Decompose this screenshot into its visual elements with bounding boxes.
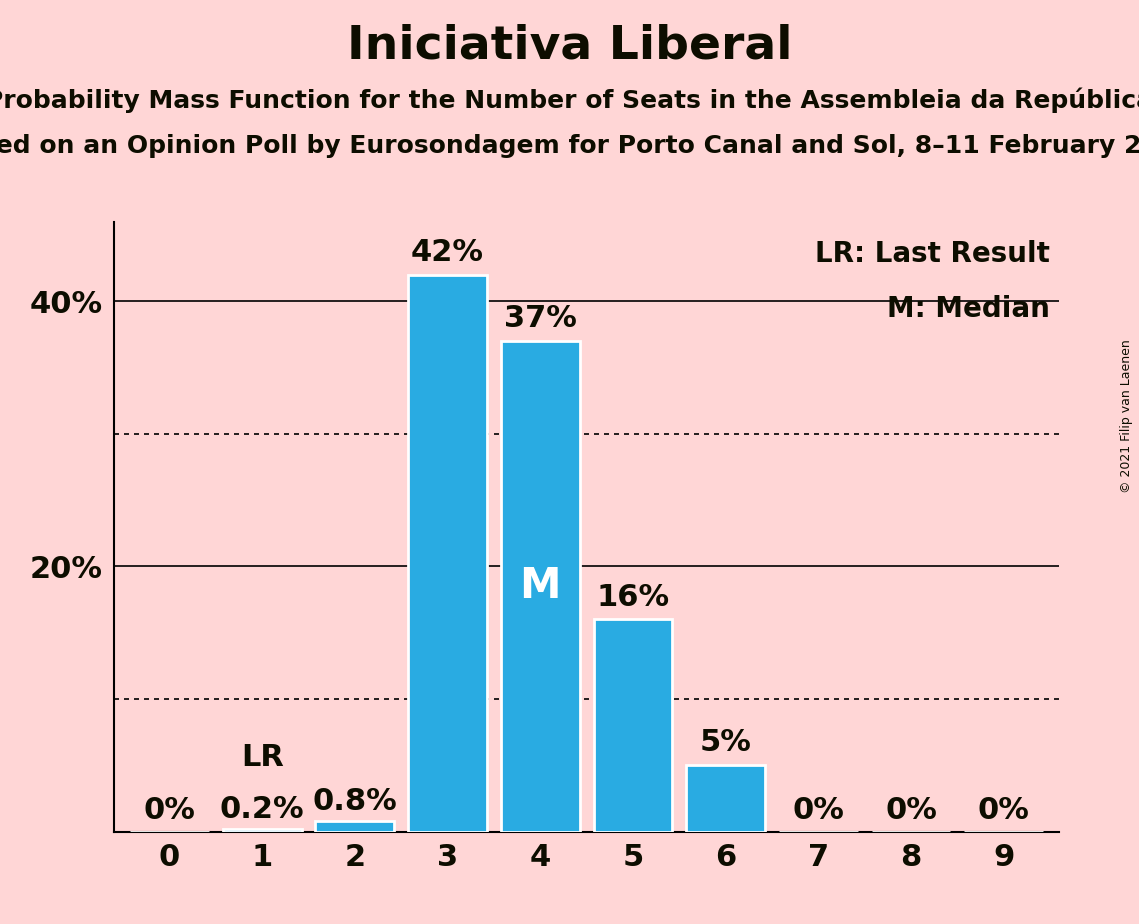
Text: M: M	[519, 565, 562, 607]
Text: Based on an Opinion Poll by Eurosondagem for Porto Canal and Sol, 8–11 February : Based on an Opinion Poll by Eurosondagem…	[0, 134, 1139, 158]
Text: 5%: 5%	[699, 728, 752, 758]
Text: 0.2%: 0.2%	[220, 795, 304, 823]
Text: Probability Mass Function for the Number of Seats in the Assembleia da República: Probability Mass Function for the Number…	[0, 88, 1139, 114]
Text: 42%: 42%	[411, 237, 484, 267]
Text: 0%: 0%	[144, 796, 196, 825]
Text: 0%: 0%	[977, 796, 1030, 825]
Text: 0%: 0%	[793, 796, 844, 825]
Bar	[408, 274, 487, 832]
Bar	[686, 765, 765, 832]
Text: 0.8%: 0.8%	[312, 786, 398, 816]
Text: M: Median: M: Median	[887, 295, 1050, 323]
Bar	[593, 619, 672, 832]
Bar	[223, 829, 302, 832]
Text: © 2021 Filip van Laenen: © 2021 Filip van Laenen	[1121, 339, 1133, 492]
Text: 16%: 16%	[597, 582, 670, 612]
Bar	[501, 341, 580, 832]
Text: LR: Last Result: LR: Last Result	[814, 240, 1050, 268]
Text: LR: LR	[240, 743, 284, 772]
Bar	[316, 821, 394, 832]
Text: 0%: 0%	[885, 796, 937, 825]
Text: 37%: 37%	[503, 304, 576, 334]
Text: Iniciativa Liberal: Iniciativa Liberal	[346, 23, 793, 68]
